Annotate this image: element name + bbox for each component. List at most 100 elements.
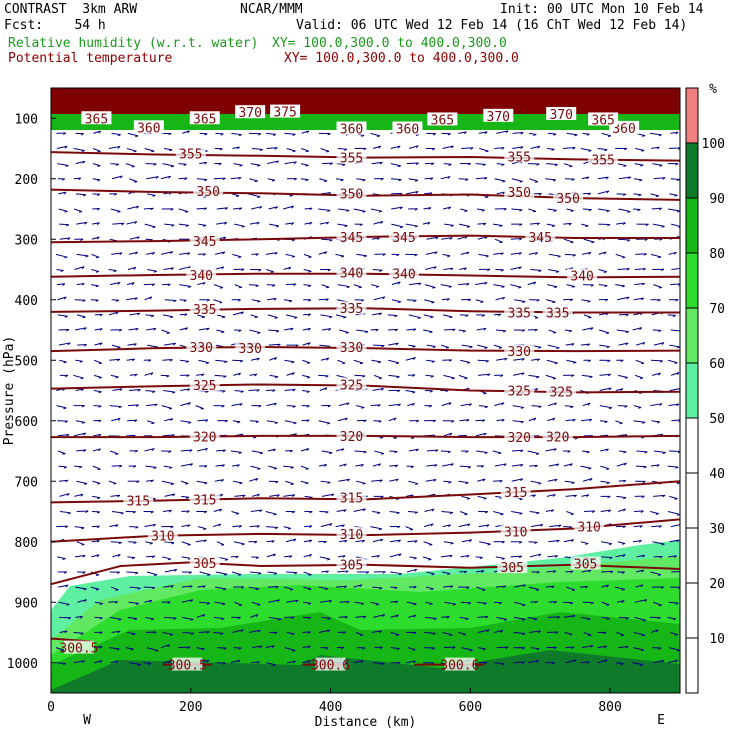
wind-vector xyxy=(321,328,331,331)
wind-vector xyxy=(548,269,559,272)
wind-arrowhead xyxy=(622,543,626,545)
wind-arrowhead xyxy=(133,541,137,544)
wind-vector xyxy=(302,659,311,664)
wind-vector xyxy=(355,539,365,543)
wind-arrowhead xyxy=(396,512,400,515)
wind-arrowhead xyxy=(362,482,366,485)
wind-arrowhead xyxy=(361,135,365,137)
wind-arrowhead xyxy=(306,448,310,452)
wind-vector xyxy=(356,329,369,333)
wind-vector xyxy=(632,662,644,666)
wind-vector xyxy=(230,659,241,664)
wind-arrowhead xyxy=(519,209,523,212)
wind-arrowhead xyxy=(642,421,646,424)
wind-arrowhead xyxy=(221,618,225,621)
wind-vector xyxy=(283,526,291,529)
wind-arrowhead xyxy=(134,373,138,377)
wind-arrowhead xyxy=(190,618,194,621)
wind-arrowhead xyxy=(537,145,541,149)
wind-vector xyxy=(215,464,225,467)
wind-vector xyxy=(147,344,159,348)
theta-label: 345 xyxy=(528,231,551,246)
wind-vector xyxy=(581,418,592,422)
wind-vector xyxy=(125,163,135,167)
wind-arrowhead xyxy=(255,420,259,424)
wind-arrowhead xyxy=(397,539,401,543)
wind-arrowhead xyxy=(291,633,295,636)
theta-label-bg xyxy=(546,384,577,398)
wind-vector xyxy=(530,145,541,149)
wind-vector xyxy=(440,284,452,287)
wind-vector xyxy=(458,283,470,286)
wind-vector xyxy=(321,616,331,619)
wind-arrowhead xyxy=(676,346,680,349)
wind-vector xyxy=(476,586,486,591)
wind-vector xyxy=(231,403,243,407)
theta-label-bg xyxy=(504,344,535,358)
wind-vector xyxy=(423,207,432,210)
wind-arrowhead xyxy=(640,510,644,513)
wind-arrowhead xyxy=(168,133,172,136)
wind-arrowhead xyxy=(500,513,504,516)
wind-arrowhead xyxy=(308,270,312,273)
wind-arrowhead xyxy=(536,660,540,663)
wind-vector xyxy=(77,599,87,603)
wind-arrowhead xyxy=(327,269,331,272)
wind-vector xyxy=(92,465,101,470)
wind-arrowhead xyxy=(170,316,174,319)
wind-vector xyxy=(496,646,509,649)
wind-vector xyxy=(496,163,505,165)
wind-vector xyxy=(650,193,659,197)
rh-90-band xyxy=(51,650,680,693)
wind-arrowhead xyxy=(672,314,676,318)
wind-arrowhead xyxy=(223,588,227,591)
wind-vector xyxy=(634,268,646,270)
wind-arrowhead xyxy=(448,402,452,406)
wind-vector xyxy=(406,299,417,301)
wind-vector xyxy=(94,359,103,364)
wind-arrowhead xyxy=(362,508,366,512)
wind-arrowhead xyxy=(639,525,643,528)
wind-vector xyxy=(426,344,436,348)
wind-arrowhead xyxy=(503,208,507,211)
wind-arrowhead xyxy=(220,632,224,636)
wind-vector xyxy=(407,647,416,651)
wind-arrowhead xyxy=(155,650,159,652)
wind-vector xyxy=(92,163,101,167)
wind-arrowhead xyxy=(658,604,662,607)
wind-arrowhead xyxy=(415,191,419,194)
wind-vector xyxy=(633,420,646,423)
wind-vector xyxy=(213,523,221,528)
wind-arrowhead xyxy=(241,586,245,589)
wind-arrowhead xyxy=(255,478,259,481)
wind-vector xyxy=(546,299,556,303)
wind-arrowhead xyxy=(556,463,560,467)
wind-arrowhead xyxy=(273,513,277,516)
wind-vector xyxy=(599,373,611,376)
colorbar-tick-label: 20 xyxy=(709,577,725,592)
wind-arrowhead xyxy=(446,298,450,301)
wind-vector xyxy=(302,359,311,364)
wind-arrowhead xyxy=(294,317,298,319)
theta-label: 355 xyxy=(340,152,363,167)
wind-arrowhead xyxy=(224,573,228,576)
wind-arrowhead xyxy=(378,528,382,531)
wind-vector xyxy=(389,511,400,514)
theta-label: 360 xyxy=(396,123,419,138)
wind-arrowhead xyxy=(625,617,629,620)
wind-arrowhead xyxy=(343,585,348,589)
wind-arrowhead xyxy=(586,133,590,136)
theta-label-bg xyxy=(189,378,220,392)
wind-arrowhead xyxy=(605,176,609,180)
wind-arrowhead xyxy=(325,511,329,514)
theta-label: 300.6 xyxy=(440,659,479,674)
wind-vector xyxy=(617,238,630,241)
wind-arrowhead xyxy=(661,225,665,228)
wind-arrowhead xyxy=(291,511,296,514)
wind-arrowhead xyxy=(447,176,451,179)
wind-vector xyxy=(181,556,192,559)
theta-label-bg xyxy=(567,268,598,282)
wind-arrowhead xyxy=(586,494,590,498)
wind-arrowhead xyxy=(661,659,665,663)
wind-arrowhead xyxy=(607,224,611,227)
